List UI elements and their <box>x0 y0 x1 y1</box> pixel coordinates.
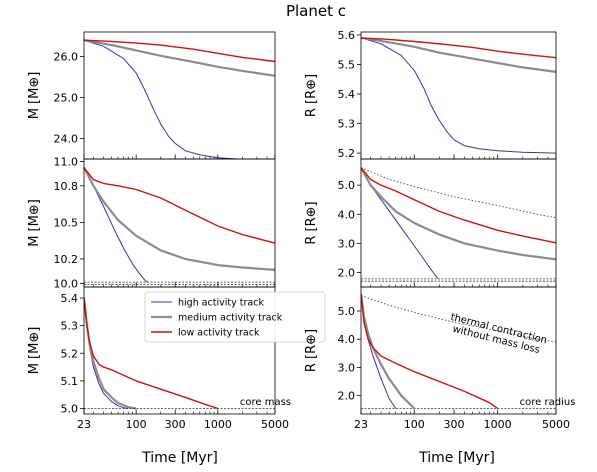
axes-frame <box>360 158 557 288</box>
x-tick-label: 100 <box>126 418 147 431</box>
series-high-line <box>361 294 397 409</box>
series-low-line <box>361 167 556 244</box>
series-group <box>361 293 556 410</box>
panel-r-bot: 23 100 300 1000 5000 2.0 3.0 4.0 5.0 R [R⊕] core r… <box>304 286 576 431</box>
x-tick-label: 100 <box>404 418 425 431</box>
panel-m-bot: 23 100 300 1000 5000 5.0 5.1 5.2 5.3 5.4 M [M⊕] cor… <box>27 286 326 431</box>
series-medium-line <box>361 293 416 410</box>
y-tick-label: 2.0 <box>338 390 356 403</box>
series-low-line <box>84 39 275 63</box>
y-tick-label: 3.0 <box>338 237 356 250</box>
series-low-line <box>361 37 556 59</box>
x-axis-label-right: Time [Myr] <box>418 450 495 466</box>
y-tick-label: 5.0 <box>338 305 356 318</box>
series-thermal-line <box>361 167 556 219</box>
y-tick-label: 5.3 <box>61 320 79 333</box>
y-tick-label: 10.5 <box>54 216 79 229</box>
y-tick-label: 5.1 <box>61 375 79 388</box>
y-tick-label: 4.0 <box>338 333 356 346</box>
series-group <box>84 39 275 159</box>
series-low-line <box>84 167 275 244</box>
series-group <box>361 36 556 154</box>
y-tick-label: 5.0 <box>61 402 79 415</box>
y-tick-label: 5.3 <box>338 118 356 131</box>
series-group <box>84 166 275 285</box>
series-medium-line <box>84 166 275 271</box>
series-medium-line <box>361 167 556 261</box>
panels: 24.0 25.0 26.0 M [M⊕] 5.2 5.3 5.4 5.5 5.6 R [R⊕] 1… <box>27 29 575 431</box>
series-group <box>361 167 556 282</box>
x-tick-label: 23 <box>354 418 368 431</box>
y-axis-label: M [M⊕] <box>27 72 42 120</box>
y-tick-label: 5.5 <box>338 58 356 71</box>
series-thermal-line <box>361 295 556 343</box>
series-high-line <box>361 167 438 279</box>
y-tick-label: 5.2 <box>61 347 79 360</box>
x-tick-label: 23 <box>77 418 91 431</box>
series-medium-line <box>361 36 556 73</box>
axes-frame <box>360 31 557 160</box>
panel-m-top: 24.0 25.0 26.0 M [M⊕] <box>27 31 276 160</box>
x-tick-label: 1000 <box>484 418 512 431</box>
y-tick-label: 10.2 <box>54 253 79 266</box>
x-tick-label: 300 <box>444 418 465 431</box>
y-tick-label: 5.4 <box>338 88 356 101</box>
y-tick-label: 10.0 <box>54 277 79 290</box>
x-tick-label: 5000 <box>261 418 289 431</box>
thermal-annotation: thermal contractionwithout mass loss <box>447 312 548 357</box>
y-tick-label: 11.0 <box>54 155 79 168</box>
y-tick-label: 3.0 <box>338 361 356 374</box>
legend-label-high: high activity track <box>178 298 264 309</box>
y-axis-label: M [M⊕] <box>27 327 42 375</box>
series-high-line <box>84 39 246 159</box>
x-axis-label-left: Time [Myr] <box>141 450 218 466</box>
x-tick-label: 300 <box>165 418 186 431</box>
panel-r-top: 5.2 5.3 5.4 5.5 5.6 R [R⊕] <box>304 29 557 160</box>
y-tick-label: 5.4 <box>61 292 79 305</box>
panel-m-mid: 10.0 10.2 10.5 10.8 11.0 M [M⊕] <box>27 155 276 290</box>
series-medium-line <box>84 297 137 410</box>
y-tick-label: 5.2 <box>338 147 356 160</box>
y-tick-label: 5.0 <box>338 179 356 192</box>
axes-frame <box>83 286 276 415</box>
y-axis-label: R [R⊕] <box>304 201 319 244</box>
y-tick-label: 24.0 <box>54 133 79 146</box>
x-tick-label: 1000 <box>204 418 232 431</box>
series-low-line <box>84 297 219 410</box>
series-low-line <box>361 294 499 409</box>
y-tick-label: 26.0 <box>54 51 79 64</box>
y-axis-label: R [R⊕] <box>304 329 319 372</box>
legend-label-low: low activity track <box>178 328 260 339</box>
annotation-label: core mass <box>240 397 291 408</box>
axes-frame <box>83 31 276 160</box>
series-high-line <box>361 37 556 154</box>
legend: high activity track medium activity track… <box>144 291 326 343</box>
series-group <box>84 297 275 410</box>
y-tick-label: 5.6 <box>338 29 356 42</box>
y-tick-label: 4.0 <box>338 208 356 221</box>
panel-r-mid: 2.0 3.0 4.0 5.0 R [R⊕] <box>304 158 557 288</box>
y-tick-label: 2.0 <box>338 266 356 279</box>
legend-box <box>144 291 326 343</box>
legend-label-medium: medium activity track <box>178 313 283 324</box>
y-axis-label: R [R⊕] <box>304 74 319 117</box>
series-medium-line <box>84 39 275 77</box>
y-tick-label: 25.0 <box>54 92 79 105</box>
y-axis-label: M [M⊕] <box>27 199 42 247</box>
annotation-label: core radius <box>520 397 576 408</box>
x-tick-label: 5000 <box>542 418 570 431</box>
figure-title: Planet c <box>286 2 346 20</box>
axes-frame <box>360 286 557 415</box>
y-tick-label: 10.8 <box>54 180 79 193</box>
